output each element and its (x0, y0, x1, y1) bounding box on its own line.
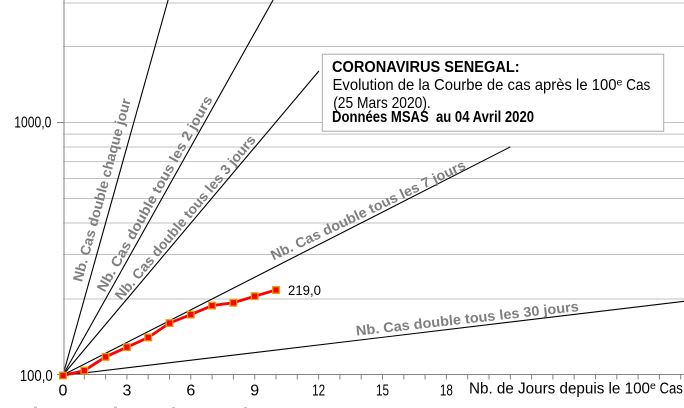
svg-text:18: 18 (440, 383, 453, 400)
svg-text:(25 Mars 2020).: (25 Mars 2020). (333, 95, 431, 112)
svg-text:9: 9 (250, 383, 259, 400)
svg-text:6: 6 (186, 383, 195, 400)
svg-text:1000,0: 1000,0 (14, 115, 51, 132)
svg-text:0: 0 (59, 383, 68, 400)
svg-text:Evolution de la Courbe de cas: Evolution de la Courbe de cas après le 1… (333, 77, 651, 95)
svg-text:Données MSAS au 04 Avril 2020: Données MSAS au 04 Avril 2020 (332, 109, 534, 126)
svg-text:12: 12 (312, 383, 325, 400)
svg-text:Nb. de Jours depuis le 100e Ca: Nb. de Jours depuis le 100e Cas (469, 380, 683, 398)
svg-text:100,0: 100,0 (20, 368, 53, 385)
svg-text:15: 15 (376, 383, 389, 400)
svg-text:3: 3 (122, 383, 131, 400)
svg-text:CORONAVIRUS SENEGAL:: CORONAVIRUS SENEGAL: (332, 59, 520, 76)
svg-text:219,0: 219,0 (288, 282, 321, 298)
